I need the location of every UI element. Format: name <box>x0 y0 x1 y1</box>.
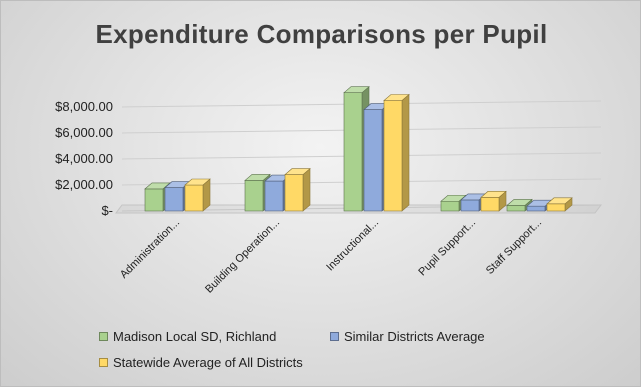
legend-item-series-3: Statewide Average of All Districts <box>99 355 303 370</box>
bar <box>383 93 410 212</box>
x-tick-label: Building Operation... <box>203 217 282 296</box>
legend-item-series-2: Similar Districts Average <box>330 329 485 344</box>
legend-swatch-series-1 <box>99 332 108 341</box>
legend-label-series-2: Similar Districts Average <box>344 329 485 344</box>
y-tick-label: $- <box>101 203 113 218</box>
x-tick-label: Instructional... <box>324 217 381 274</box>
y-tick-label: $8,000.00 <box>55 99 113 114</box>
x-tick-label: Staff Support... <box>484 217 544 277</box>
bar <box>184 178 211 212</box>
y-tick-label: $6,000.00 <box>55 125 113 140</box>
bar <box>480 190 507 212</box>
bar <box>546 197 573 212</box>
legend-item-series-1: Madison Local SD, Richland <box>99 329 276 344</box>
legend-swatch-series-3 <box>99 358 108 367</box>
y-tick-label: $4,000.00 <box>55 151 113 166</box>
x-tick-label: Pupil Support... <box>416 217 478 279</box>
bar <box>284 167 311 212</box>
x-tick-label: Administration... <box>118 217 182 281</box>
legend-swatch-series-2 <box>330 332 339 341</box>
legend: Madison Local SD, Richland Similar Distr… <box>99 329 619 379</box>
legend-label-series-1: Madison Local SD, Richland <box>113 329 277 344</box>
y-tick-label: $2,000.00 <box>55 177 113 192</box>
legend-label-series-3: Statewide Average of All Districts <box>113 355 303 370</box>
chart-title: Expenditure Comparisons per Pupil <box>95 19 548 49</box>
